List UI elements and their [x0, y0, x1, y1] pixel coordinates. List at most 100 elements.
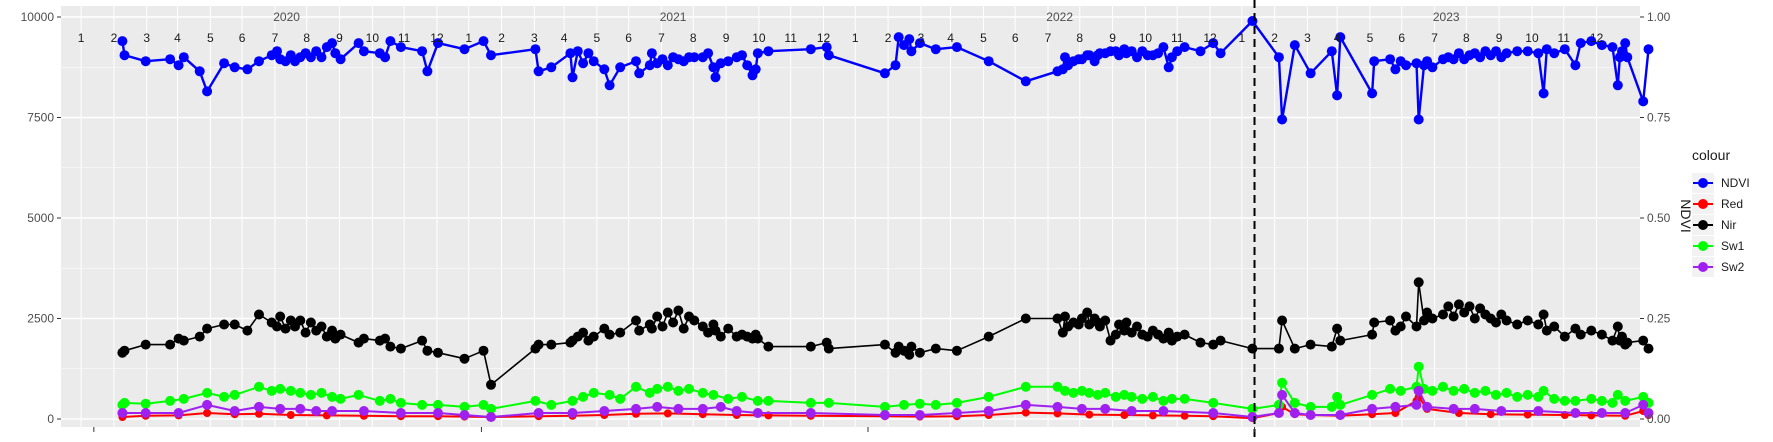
- data-point-sw1: [546, 399, 557, 410]
- data-point-ndvi: [930, 44, 941, 55]
- data-point-sw1: [165, 395, 176, 406]
- data-point-sw1: [805, 397, 816, 408]
- data-point-nir: [546, 339, 557, 350]
- data-point-ndvi: [165, 54, 176, 65]
- data-point-ndvi: [1060, 52, 1070, 63]
- data-point-ndvi: [1622, 52, 1633, 63]
- data-point-sw1: [899, 399, 909, 410]
- data-point-sw2: [879, 410, 890, 420]
- data-point-nir: [385, 341, 396, 352]
- data-point-sw1: [588, 387, 599, 398]
- data-point-nir: [678, 323, 689, 334]
- data-point-sw1: [1137, 393, 1148, 404]
- data-point-ndvi: [316, 52, 327, 63]
- y-left-tick-label: 5000: [27, 211, 54, 225]
- data-point-nir: [1395, 321, 1406, 332]
- data-point-nir: [1020, 313, 1031, 324]
- data-point-sw1: [652, 383, 663, 394]
- data-point-ndvi: [422, 66, 433, 77]
- y-left-tick-label: 7500: [27, 111, 54, 125]
- legend-label: NDVI: [1721, 176, 1750, 190]
- data-point-ndvi: [1385, 54, 1396, 65]
- series-nir: [117, 277, 1654, 390]
- data-point-sw1: [1335, 399, 1346, 410]
- data-point-sw1: [644, 387, 655, 398]
- data-point-sw1: [266, 385, 277, 396]
- year-label: 2021: [660, 10, 687, 24]
- data-point-sw1: [1586, 393, 1597, 404]
- data-point-ndvi: [272, 46, 282, 57]
- data-point-sw1: [752, 395, 763, 406]
- data-point-nir: [823, 343, 834, 354]
- data-point-sw2: [295, 403, 306, 414]
- data-point-nir: [1052, 313, 1063, 324]
- data-point-nir: [1332, 323, 1343, 334]
- month-label: 12: [1203, 31, 1217, 45]
- data-point-sw1: [1052, 381, 1063, 392]
- data-point-sw1: [530, 395, 541, 406]
- data-point-sw1: [879, 401, 890, 412]
- y-right-tick-label: 1.00: [1647, 10, 1671, 24]
- data-point-sw1: [433, 399, 443, 410]
- data-point-ndvi: [904, 34, 915, 45]
- data-point-ndvi: [140, 56, 151, 67]
- data-point-nir: [673, 305, 684, 316]
- data-point-sw1: [631, 381, 641, 392]
- data-point-ndvi: [229, 62, 240, 73]
- data-point-ndvi: [219, 58, 230, 69]
- data-point-sw2: [1496, 406, 1507, 416]
- data-point-nir: [588, 331, 599, 342]
- data-point-ndvi: [533, 66, 544, 77]
- data-point-sw1: [823, 397, 834, 408]
- month-label: 9: [336, 31, 343, 45]
- data-point-ndvi: [1411, 58, 1422, 69]
- data-point-sw1: [1084, 387, 1095, 398]
- data-point-ndvi: [1179, 42, 1190, 53]
- y-left-tick-label: 0: [47, 412, 54, 426]
- data-point-ndvi: [1541, 44, 1552, 55]
- data-point-nir: [1060, 311, 1070, 322]
- data-point-ndvi: [202, 86, 213, 97]
- data-point-sw2: [229, 406, 240, 416]
- data-point-ndvi: [1533, 48, 1544, 59]
- data-point-sw1: [1020, 381, 1031, 392]
- data-point-sw1: [737, 391, 747, 402]
- data-point-sw1: [1277, 377, 1288, 388]
- data-point-sw1: [1501, 387, 1512, 398]
- data-point-sw1: [219, 391, 230, 402]
- data-point-sw1: [1459, 383, 1470, 394]
- data-point-ndvi: [1607, 42, 1618, 53]
- legend-label: Nir: [1721, 218, 1736, 232]
- data-point-nir: [1401, 311, 1411, 322]
- data-point-sw2: [1208, 408, 1219, 418]
- data-point-sw1: [604, 389, 615, 400]
- data-point-sw1: [1469, 387, 1480, 398]
- data-point-nir: [662, 307, 673, 318]
- month-label: 9: [1109, 31, 1116, 45]
- data-point-ndvi: [615, 62, 626, 73]
- data-point-ndvi: [710, 72, 721, 83]
- series-line-red: [122, 395, 1650, 420]
- month-label: 4: [947, 31, 954, 45]
- data-point-red: [1148, 411, 1157, 420]
- month-label: 6: [1398, 31, 1405, 45]
- data-point-ndvi: [254, 56, 264, 67]
- data-point-sw1: [1480, 385, 1491, 396]
- data-point-sw2: [327, 406, 338, 416]
- data-point-ndvi: [1643, 44, 1654, 55]
- data-point-nir: [615, 327, 626, 338]
- data-point-ndvi: [1596, 40, 1607, 51]
- data-point-sw1: [684, 383, 694, 394]
- data-point-nir: [1326, 341, 1337, 352]
- data-point-sw2: [805, 408, 816, 418]
- data-point-sw1: [1166, 393, 1177, 404]
- data-point-nir: [723, 323, 734, 334]
- data-point-red: [1021, 408, 1030, 417]
- month-label: 6: [239, 31, 246, 45]
- data-point-nir: [272, 321, 282, 332]
- data-point-nir: [652, 311, 663, 322]
- data-point-nir: [1369, 317, 1380, 328]
- data-point-sw1: [1491, 389, 1501, 400]
- data-point-nir: [1464, 301, 1475, 312]
